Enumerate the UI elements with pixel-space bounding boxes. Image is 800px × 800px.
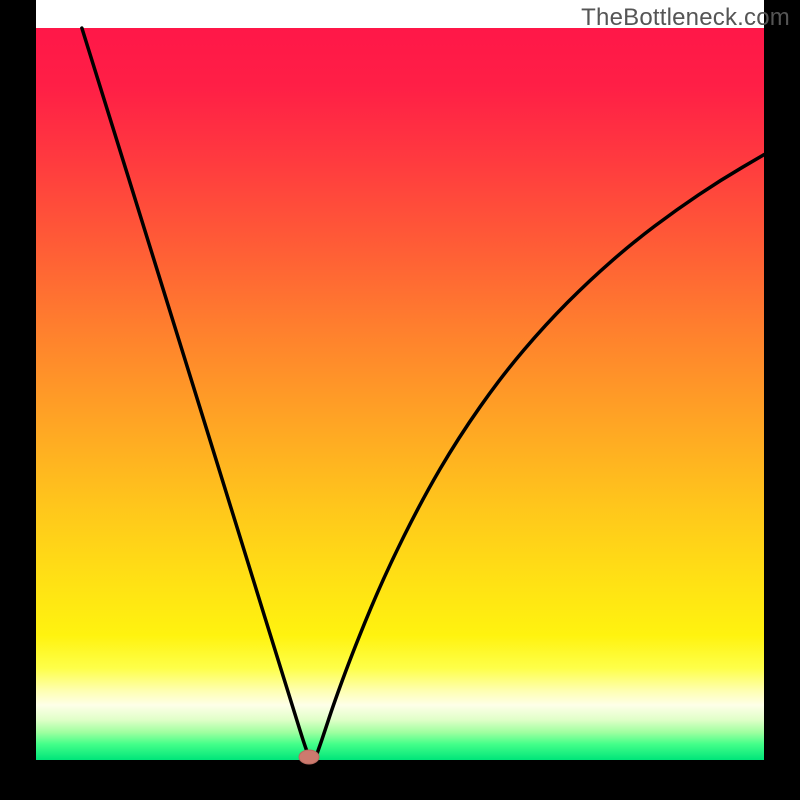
bottleneck-chart [0, 0, 800, 800]
border-left [0, 0, 36, 800]
chart-svg [0, 0, 800, 800]
plot-background [36, 28, 764, 760]
vertex-marker [299, 750, 319, 764]
border-bottom [0, 760, 800, 800]
watermark-text: TheBottleneck.com [581, 4, 790, 32]
border-right [764, 0, 800, 800]
